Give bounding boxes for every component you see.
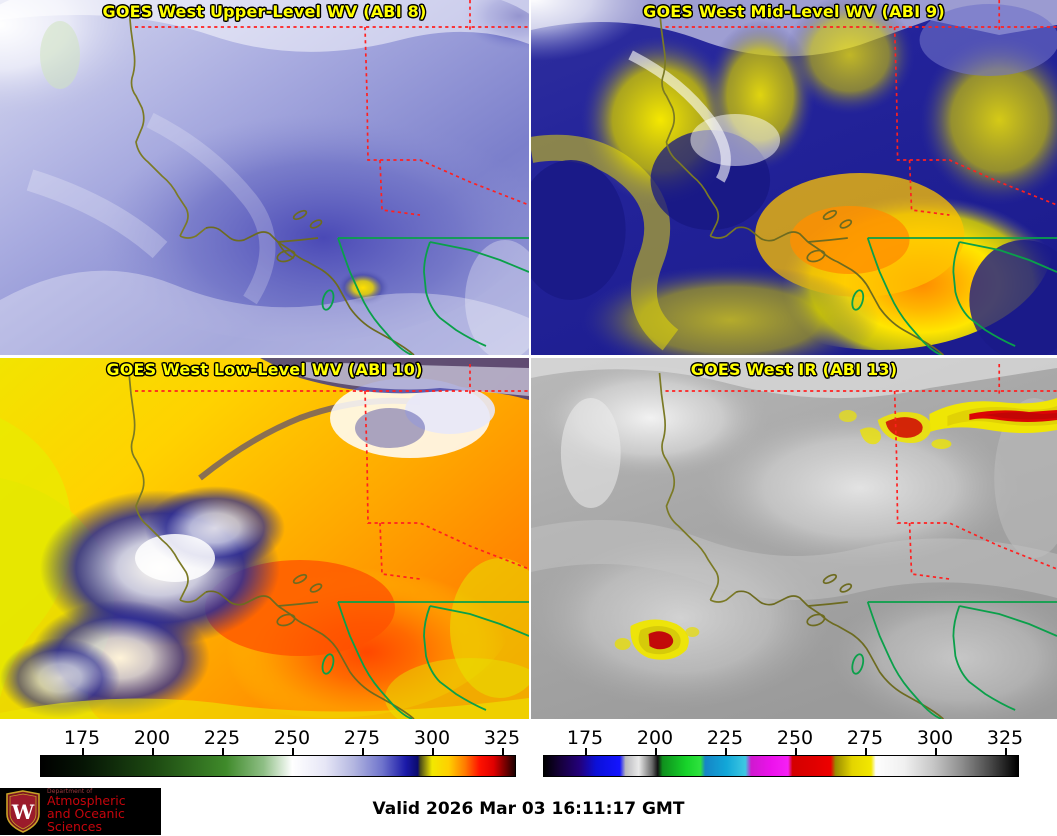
colorbar-tick (655, 748, 657, 756)
ir-colorbar-group: 175 200 225 250 275 300 325 (529, 719, 1057, 785)
panel-mid-level-wv[interactable]: GOES West Mid-Level WV (ABI 9) (529, 0, 1057, 355)
colorbar-tick (292, 748, 294, 756)
colorbar-tick-label: 325 (986, 727, 1024, 749)
colorbar-row: 175 200 225 250 275 300 325 175 200 225 250 275 300… (0, 719, 1057, 785)
satellite-panel-grid: GOES West Upper-Level WV (ABI 8) (0, 0, 1057, 719)
colorbar-tick-label: 200 (636, 727, 674, 749)
panel-low-level-wv[interactable]: GOES West Low-Level WV (ABI 10) (0, 355, 529, 719)
crest-letter: W (11, 800, 35, 824)
panel-ir-window[interactable]: GOES West IR (ABI 13) (529, 355, 1057, 719)
wv-colorbar-gradient[interactable] (40, 755, 516, 777)
colorbar-tick (82, 748, 84, 756)
colorbar-tick (362, 748, 364, 756)
colorbar-tick-label: 300 (916, 727, 954, 749)
colorbar-tick-label: 225 (203, 727, 241, 749)
map-overlay-panel-1 (128, 0, 529, 355)
uw-aos-logo[interactable]: W Department of Atmospheric and Oceanic … (0, 788, 161, 835)
panel-upper-level-wv[interactable]: GOES West Upper-Level WV (ABI 8) (0, 0, 529, 355)
colorbar-tick-label: 250 (776, 727, 814, 749)
colorbar-tick (935, 748, 937, 756)
wv-colorbar-ticks (40, 748, 516, 756)
map-overlay-panel-3 (128, 364, 529, 719)
colorbar-tick-label: 175 (566, 727, 604, 749)
colorbar-tick-label: 225 (706, 727, 744, 749)
colorbar-tick-label: 275 (343, 727, 381, 749)
colorbar-tick (1005, 748, 1007, 756)
colorbar-tick (152, 748, 154, 756)
colorbar-tick-label: 200 (133, 727, 171, 749)
mid-level-wv-image (531, 0, 1057, 355)
logo-line-2: and Oceanic Sciences (47, 806, 125, 834)
colorbar-tick (585, 748, 587, 756)
colorbar-tick (725, 748, 727, 756)
logo-department-line: Department of (47, 788, 93, 796)
colorbar-tick-label: 300 (413, 727, 451, 749)
colorbar-tick-label: 250 (273, 727, 311, 749)
valid-time-label: Valid 2026 Mar 03 16:11:17 GMT (372, 799, 685, 819)
colorbar-tick (432, 748, 434, 756)
ir-colorbar-ticks (543, 748, 1019, 756)
colorbar-tick (502, 748, 504, 756)
low-level-wv-image (0, 358, 529, 719)
colorbar-tick-label: 275 (846, 727, 884, 749)
map-overlay-panel-2 (658, 0, 1057, 355)
colorbar-tick-label: 325 (483, 727, 521, 749)
footer: W Department of Atmospheric and Oceanic … (0, 785, 1057, 836)
uw-crest-icon: W (4, 790, 42, 833)
ir-colorbar-gradient[interactable] (543, 755, 1019, 777)
map-overlay-panel-4 (658, 364, 1057, 719)
ir-window-image (531, 358, 1057, 719)
logo-text-block: Department of Atmospheric and Oceanic Sc… (47, 789, 161, 833)
wv-colorbar-group: 175 200 225 250 275 300 325 (0, 719, 529, 785)
colorbar-tick (222, 748, 224, 756)
logo-line-1: Atmospheric (47, 793, 126, 809)
ir-colorbar-tick-labels: 175 200 225 250 275 300 325 (529, 727, 1057, 751)
wv-colorbar-tick-labels: 175 200 225 250 275 300 325 (0, 727, 529, 751)
colorbar-tick-label: 175 (63, 727, 101, 749)
colorbar-tick (795, 748, 797, 756)
colorbar-tick (865, 748, 867, 756)
upper-level-wv-image (0, 0, 529, 355)
